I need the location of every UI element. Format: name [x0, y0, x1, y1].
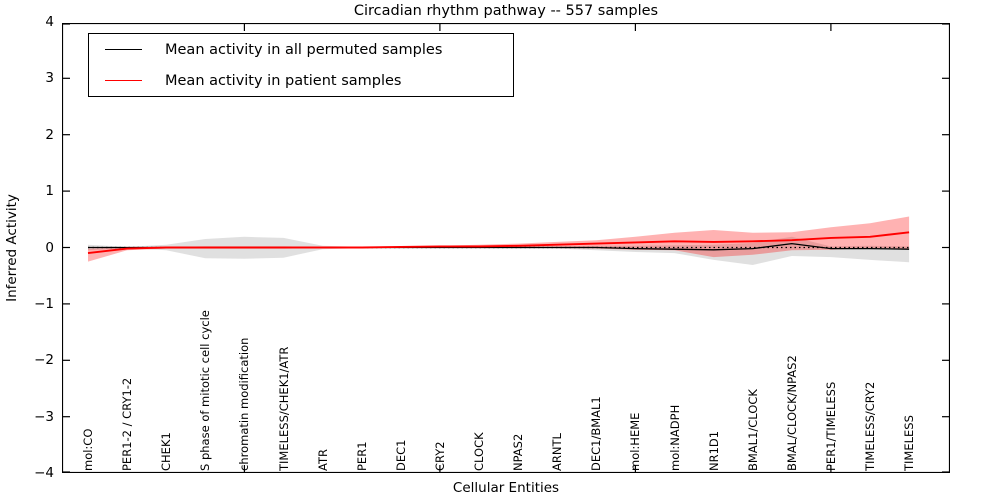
y-tick-label: −1	[34, 295, 54, 312]
plot-area	[62, 23, 950, 473]
x-tick-label: TIMELESS/CHEK1/ATR	[276, 346, 291, 471]
permuted-line-sample-icon	[105, 49, 142, 50]
x-tick-label: PER1	[354, 441, 369, 471]
y-tick-label: −4	[34, 465, 54, 482]
x-tick-label: mol:HEME	[628, 412, 643, 471]
x-axis-label: Cellular Entities	[452, 480, 560, 496]
x-tick-label: TIMELESS/CRY2	[863, 381, 877, 471]
x-tick-label: mol:NADPH	[667, 404, 682, 471]
legend: Mean activity in all permuted samples Me…	[88, 33, 514, 97]
y-tick-label: 1	[45, 183, 54, 200]
plot-frame	[62, 23, 950, 473]
x-tick-label: ARNTL	[550, 433, 565, 471]
legend-label-permuted: Mean activity in all permuted samples	[165, 41, 443, 58]
y-tick-label: 4	[45, 13, 54, 30]
legend-item-permuted: Mean activity in all permuted samples	[89, 35, 513, 65]
legend-label-patient: Mean activity in patient samples	[165, 72, 402, 89]
x-tick-label: DEC1/BMAL1	[589, 396, 604, 471]
x-tick-label: CRY2	[432, 441, 447, 471]
y-tick-label: −2	[34, 352, 54, 369]
y-tick-label: 3	[45, 70, 54, 87]
x-tick-label: TIMELESS	[902, 415, 917, 471]
x-tick-label: chromatin modification	[237, 337, 252, 471]
permuted-band	[88, 236, 910, 265]
patient-line-sample-icon	[105, 80, 142, 81]
x-tick-label: ATR	[315, 449, 330, 471]
x-tick-label: PER1/TIMELESS	[823, 381, 838, 471]
x-tick-label: NR1D1	[706, 430, 721, 471]
x-tick-label: DEC1	[393, 439, 408, 471]
x-tick-label: CLOCK	[472, 432, 486, 471]
x-tick-label: BMAL1/CLOCK	[745, 389, 760, 471]
patient-mean-line	[87, 231, 910, 255]
y-tick-label: −3	[34, 408, 54, 425]
x-tick-label: mol:CO	[81, 428, 95, 471]
x-tick-label: NPAS2	[511, 433, 526, 471]
x-tick-label: BMAL/CLOCK/NPAS2	[784, 355, 799, 471]
y-tick-label: 0	[45, 239, 54, 256]
x-tick-label: PER1-2 / CRY1-2	[120, 377, 135, 471]
y-tick-label: 2	[45, 126, 54, 143]
legend-item-patient: Mean activity in patient samples	[89, 66, 513, 96]
chart-title: Circadian rhythm pathway -- 557 samples	[353, 3, 659, 19]
patient-band	[88, 216, 910, 262]
x-tick-label: CHEK1	[159, 432, 174, 471]
x-tick-label: S phase of mitotic cell cycle	[198, 310, 213, 471]
